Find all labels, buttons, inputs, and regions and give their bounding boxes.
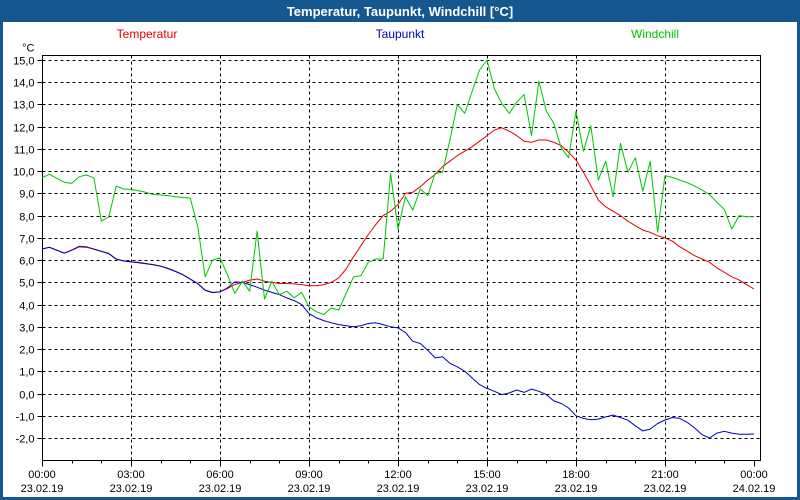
x-tick-date-label: 23.02.19	[288, 483, 331, 495]
y-tick-label: 8,0	[19, 212, 34, 224]
x-tick-date-label: 23.02.19	[555, 483, 598, 495]
x-tick-time-label: 18:00	[562, 469, 590, 481]
x-tick-date-label: 23.02.19	[21, 483, 64, 495]
y-axis-unit-label: °C	[22, 43, 34, 55]
x-tick-time-label: 06:00	[206, 469, 234, 481]
y-tick-label: -1,0	[16, 412, 35, 424]
x-tick-time-label: 21:00	[651, 469, 679, 481]
x-tick-time-label: 12:00	[384, 469, 412, 481]
x-tick-date-label: 23.02.19	[644, 483, 687, 495]
y-tick-label: 12,0	[13, 123, 34, 135]
title-bar[interactable]: Temperatur, Taupunkt, Windchill [°C]	[0, 0, 800, 22]
legend-taupunkt: Taupunkt	[375, 27, 425, 41]
y-tick-label: 7,0	[19, 234, 34, 246]
y-tick-label: 0,0	[19, 390, 34, 402]
windchill-line	[41, 59, 754, 316]
y-tick-label: 5,0	[19, 278, 34, 290]
y-tick-label: 2,0	[19, 345, 34, 357]
x-tick-date-label: 24.02.19	[733, 483, 776, 495]
x-tick-time-label: 00:00	[28, 469, 56, 481]
y-tick-label: -2,0	[16, 434, 35, 446]
window-title: Temperatur, Taupunkt, Windchill [°C]	[286, 4, 514, 19]
x-tick-time-label: 00:00	[740, 469, 768, 481]
chart-svg: 15,0 14,0 13,0 12,0 11,0 10,0 9,0 8,0 7,0 6,0 5,0 4…	[13, 43, 776, 496]
x-tick-date-label: 23.02.19	[199, 483, 242, 495]
x-tick-time-label: 15:00	[473, 469, 501, 481]
y-tick-label: 4,0	[19, 301, 34, 313]
legend-temperatur: Temperatur	[116, 27, 178, 41]
x-tick-time-label: 03:00	[117, 469, 145, 481]
legend-windchill: Windchill	[630, 27, 680, 41]
y-tick-label: 3,0	[19, 323, 34, 335]
y-tick-label: 11,0	[14, 145, 35, 157]
y-tick-label: 1,0	[19, 367, 34, 379]
plot-border	[42, 55, 761, 461]
y-tick-label: 9,0	[19, 189, 34, 201]
y-tick-label: 10,0	[13, 167, 34, 179]
y-tick-label: 15,0	[13, 56, 34, 68]
taupunkt-line	[41, 246, 755, 439]
y-tick-label: 6,0	[19, 256, 34, 268]
x-tick-date-label: 23.02.19	[377, 483, 420, 495]
chart-area: Temperatur Taupunkt Windchill 15,0 14,0 13…	[3, 22, 797, 497]
x-tick-date-label: 23.02.19	[110, 483, 153, 495]
x-tick-time-label: 09:00	[295, 469, 323, 481]
x-tick-date-label: 23.02.19	[466, 483, 509, 495]
y-tick-label: 14,0	[13, 78, 34, 90]
y-tick-label: 13,0	[13, 100, 34, 112]
